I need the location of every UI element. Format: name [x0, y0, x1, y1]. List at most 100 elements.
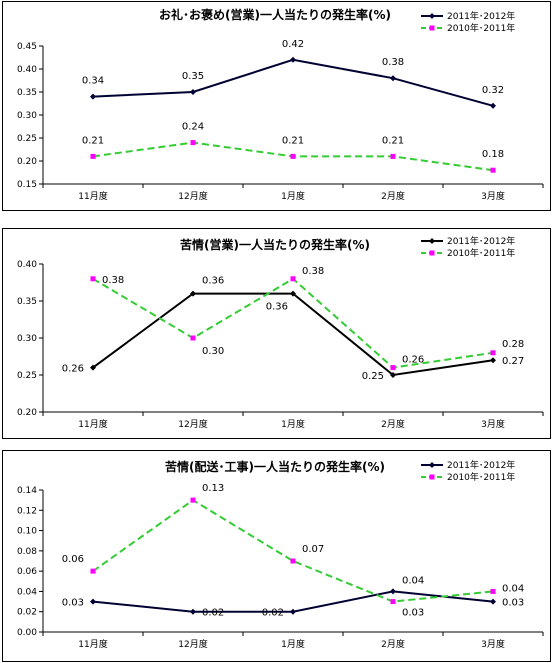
y-tick-label: 0.25 — [17, 371, 37, 381]
data-point-marker — [290, 153, 296, 159]
x-tick-label: 11月度 — [78, 638, 107, 650]
x-tick-label: 1月度 — [281, 418, 305, 430]
data-point-marker — [90, 568, 96, 574]
y-tick-label: 0.00 — [17, 628, 37, 638]
data-label: 0.26 — [402, 355, 424, 366]
data-point-marker — [390, 365, 396, 371]
data-point-marker — [490, 167, 496, 173]
chart-title: お礼･お褒め(営業)一人当たりの発生率(%) — [159, 7, 391, 22]
x-tick-label: 2月度 — [381, 190, 405, 202]
data-label: 0.06 — [62, 554, 84, 565]
data-label: 0.03 — [502, 598, 524, 609]
data-point-marker — [90, 598, 96, 605]
y-tick-label: 0.40 — [17, 65, 37, 75]
x-tick-label: 12月度 — [178, 638, 207, 650]
data-label: 0.38 — [382, 57, 404, 68]
x-tick-label: 3月度 — [481, 190, 505, 202]
data-label: 0.34 — [82, 76, 104, 87]
data-label: 0.26 — [62, 364, 84, 375]
data-point-marker — [390, 372, 396, 378]
y-tick-label: 0.25 — [17, 134, 37, 144]
legend-marker — [429, 25, 435, 31]
y-tick-label: 0.10 — [17, 527, 37, 537]
data-point-marker — [90, 276, 96, 282]
x-tick-label: 11月度 — [78, 190, 107, 202]
data-point-marker — [290, 56, 296, 63]
y-tick-label: 0.35 — [17, 88, 37, 98]
x-tick-label: 3月度 — [481, 418, 505, 430]
line-chart-compliments: お礼･お褒め(営業)一人当たりの発生率(%) 0.15 0.20 0.25 0.30 0.… — [17, 7, 544, 202]
data-point-marker — [90, 153, 96, 159]
data-label: 0.32 — [482, 85, 504, 96]
series-line-1 — [92, 590, 494, 613]
y-tick-label: 0.20 — [17, 157, 37, 167]
x-tick-label: 2月度 — [381, 638, 405, 650]
data-point-marker — [490, 598, 496, 605]
data-label: 0.36 — [202, 276, 224, 287]
data-point-marker — [390, 588, 396, 595]
data-point-marker — [490, 350, 496, 356]
data-label: 0.04 — [502, 583, 524, 594]
data-point-marker — [390, 75, 396, 82]
data-label: 0.07 — [302, 544, 324, 555]
data-label: 0.35 — [182, 71, 204, 82]
data-label: 0.02 — [202, 608, 224, 619]
y-tick-label: 0.08 — [17, 547, 37, 557]
legend-label: 2010年･2011年 — [447, 22, 515, 34]
data-label: 0.03 — [402, 608, 424, 619]
data-point-marker — [90, 93, 96, 100]
y-tick-label: 0.02 — [17, 608, 37, 618]
data-label: 0.25 — [362, 371, 384, 382]
data-label: 0.36 — [266, 302, 288, 313]
y-tick-label: 0.30 — [17, 334, 37, 344]
legend-label: 2011年･2012年 — [447, 235, 515, 247]
x-tick-label: 2月度 — [381, 418, 405, 430]
data-label: 0.24 — [182, 122, 204, 133]
chart-title: 苦情(配送･工事)一人当たりの発生率(%) — [165, 459, 385, 474]
x-tick-label: 12月度 — [178, 190, 207, 202]
data-point-marker — [390, 599, 396, 605]
data-point-marker — [190, 497, 196, 503]
legend-label: 2011年･2012年 — [447, 459, 515, 471]
chart-title: 苦情(営業)一人当たりの発生率(%) — [180, 237, 370, 252]
data-point-marker — [290, 276, 296, 282]
y-tick-label: 0.12 — [17, 506, 37, 516]
chart-panel-complaints-delivery: 苦情(配送･工事)一人当たりの発生率(%) 0.00 0.02 0.04 0.06 0.0… — [2, 450, 551, 662]
data-point-marker — [290, 608, 296, 615]
legend-marker — [429, 13, 435, 19]
data-label: 0.02 — [262, 608, 284, 619]
y-tick-label: 0.40 — [17, 260, 37, 270]
legend-marker — [429, 250, 435, 256]
data-point-marker — [190, 290, 196, 297]
y-tick-label: 0.04 — [17, 587, 37, 597]
data-label: 0.28 — [502, 339, 524, 350]
chart-panel-compliments: お礼･お褒め(営業)一人当たりの発生率(%) 0.15 0.20 0.25 0.30 0.… — [2, 1, 551, 211]
data-label: 0.13 — [202, 483, 224, 494]
series-line-2 — [92, 498, 494, 603]
x-tick-label: 11月度 — [78, 418, 107, 430]
data-point-marker — [190, 608, 196, 615]
data-point-marker — [490, 588, 496, 594]
x-tick-label: 12月度 — [178, 418, 207, 430]
chart-panel-complaints-sales: 苦情(営業)一人当たりの発生率(%) 0.20 0.25 0.30 0.35 0.40 11… — [2, 228, 551, 439]
legend-marker — [429, 474, 435, 480]
data-label: 0.18 — [482, 149, 504, 160]
y-tick-label: 0.30 — [17, 111, 37, 121]
data-label: 0.21 — [282, 135, 304, 146]
data-point-marker — [290, 290, 296, 297]
data-point-marker — [90, 364, 96, 371]
data-point-marker — [190, 335, 196, 341]
y-tick-label: 0.45 — [17, 42, 37, 52]
data-label: 0.38 — [102, 275, 124, 286]
data-label: 0.21 — [82, 135, 104, 146]
y-tick-label: 0.20 — [17, 408, 37, 418]
y-tick-label: 0.35 — [17, 297, 37, 307]
x-tick-label: 1月度 — [281, 190, 305, 202]
data-label: 0.04 — [402, 575, 424, 586]
y-tick-label: 0.15 — [17, 180, 37, 190]
data-label: 0.42 — [282, 39, 304, 50]
y-tick-label: 0.06 — [17, 567, 37, 577]
data-label: 0.38 — [302, 266, 324, 277]
legend-marker — [429, 462, 435, 468]
series-line-1 — [92, 58, 494, 107]
